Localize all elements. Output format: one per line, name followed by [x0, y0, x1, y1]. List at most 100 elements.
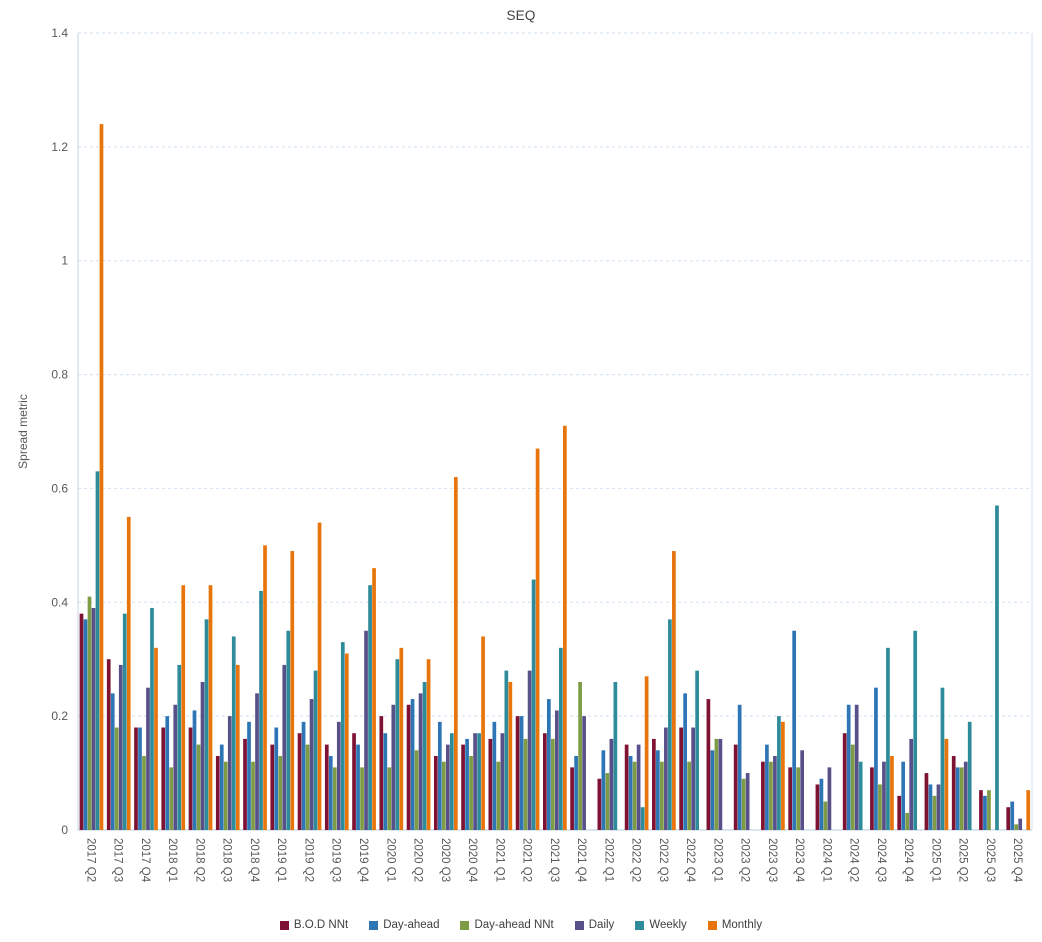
bar: [146, 687, 150, 830]
bar: [118, 664, 123, 830]
bar: [995, 505, 999, 830]
gridlines: [78, 32, 1032, 717]
legend-label: B.O.D NNt: [293, 919, 349, 931]
bar: [672, 551, 676, 830]
bar: [710, 750, 715, 830]
bar: [983, 795, 987, 830]
legend: B.O.D NNt Day-ahead Day-ahead NNt Daily Week…: [0, 919, 1042, 931]
x-tick-label: 2020 Q1: [384, 838, 396, 882]
legend-item-weekly: Weekly: [635, 919, 687, 931]
bar: [733, 744, 738, 830]
bar: [433, 755, 438, 830]
bar: [624, 744, 629, 830]
y-axis-title: Spread metric: [16, 394, 30, 469]
bar: [324, 744, 329, 830]
bar: [886, 647, 890, 830]
bar: [874, 687, 878, 830]
bar: [391, 704, 396, 830]
bar: [796, 767, 801, 830]
x-tick-label: 2019 Q2: [302, 838, 314, 882]
bar: [461, 744, 465, 830]
bar: [79, 613, 84, 830]
bar: [955, 767, 960, 830]
bar: [570, 767, 574, 830]
x-tick-label: 2018 Q3: [221, 838, 233, 882]
bar: [582, 716, 586, 830]
bar: [154, 647, 158, 830]
bar: [644, 676, 649, 830]
bar: [328, 755, 333, 830]
bar: [636, 744, 641, 830]
bar: [613, 681, 618, 830]
bar: [691, 727, 695, 830]
x-tick-label: 2021 Q4: [575, 838, 587, 883]
bar: [718, 738, 723, 830]
bar: [106, 659, 111, 830]
series-day-ahead: [83, 619, 1015, 830]
bar: [1006, 807, 1011, 830]
bar: [469, 755, 473, 830]
bar: [449, 733, 454, 830]
x-axis-labels: 2017 Q2 2017 Q3 2017 Q4 2018 Q1 2018 Q2 2018 …: [84, 838, 1023, 883]
bar: [426, 659, 431, 830]
bar: [559, 647, 563, 830]
bar: [761, 761, 765, 830]
bar: [196, 744, 201, 830]
bar: [122, 613, 127, 830]
bar: [531, 579, 536, 830]
y-tick-label: 0.8: [51, 368, 68, 382]
bar: [555, 710, 559, 830]
bar: [317, 522, 322, 830]
bar: [987, 790, 991, 830]
bar: [878, 784, 882, 830]
x-tick-label: 2022 Q2: [630, 838, 642, 882]
bar: [87, 596, 92, 830]
bar: [543, 733, 547, 830]
x-tick-label: 2017 Q3: [112, 838, 124, 882]
bar: [356, 744, 360, 830]
legend-item-monthly: Monthly: [707, 919, 762, 931]
legend-swatch-icon: [574, 920, 584, 930]
bar: [379, 716, 384, 830]
bar: [679, 727, 683, 830]
bar: [640, 807, 645, 830]
x-tick-label: 2025 Q1: [929, 838, 941, 882]
bar: [114, 727, 119, 830]
bar: [706, 699, 711, 830]
bar: [683, 693, 687, 830]
bar: [882, 761, 886, 830]
bar: [967, 721, 972, 830]
x-tick-label: 2022 Q1: [602, 838, 614, 882]
bar: [605, 773, 610, 830]
x-tick-label: 2017 Q4: [139, 838, 151, 883]
bar: [609, 738, 614, 830]
x-tick-label: 2019 Q3: [330, 838, 342, 882]
series-b-o-d-nnt: [79, 613, 1011, 830]
legend-item-day-ahead-nnt: Day-ahead NNt: [460, 919, 554, 931]
x-tick-label: 2020 Q2: [412, 838, 424, 882]
bar: [208, 585, 213, 830]
bar: [660, 761, 664, 830]
legend-swatch-icon: [279, 920, 289, 930]
bar: [1026, 790, 1031, 830]
bar: [453, 477, 458, 830]
bar: [247, 721, 251, 830]
x-tick-label: 2023 Q3: [766, 838, 778, 882]
bar: [332, 767, 337, 830]
legend-label: Daily: [588, 919, 615, 931]
x-tick-label: 2022 Q4: [684, 838, 696, 883]
bar: [473, 733, 477, 830]
bar: [765, 744, 769, 830]
bar: [301, 721, 306, 830]
bar: [414, 750, 419, 830]
series-day-ahead-nnt: [87, 596, 1019, 830]
bar: [909, 738, 914, 830]
x-tick-label: 2021 Q1: [493, 838, 505, 882]
bar: [905, 812, 910, 830]
y-tick-label: 1.4: [51, 26, 68, 40]
y-tick-label: 0.2: [51, 709, 68, 723]
bar: [858, 761, 863, 830]
bar: [251, 761, 255, 830]
bar: [819, 778, 824, 830]
